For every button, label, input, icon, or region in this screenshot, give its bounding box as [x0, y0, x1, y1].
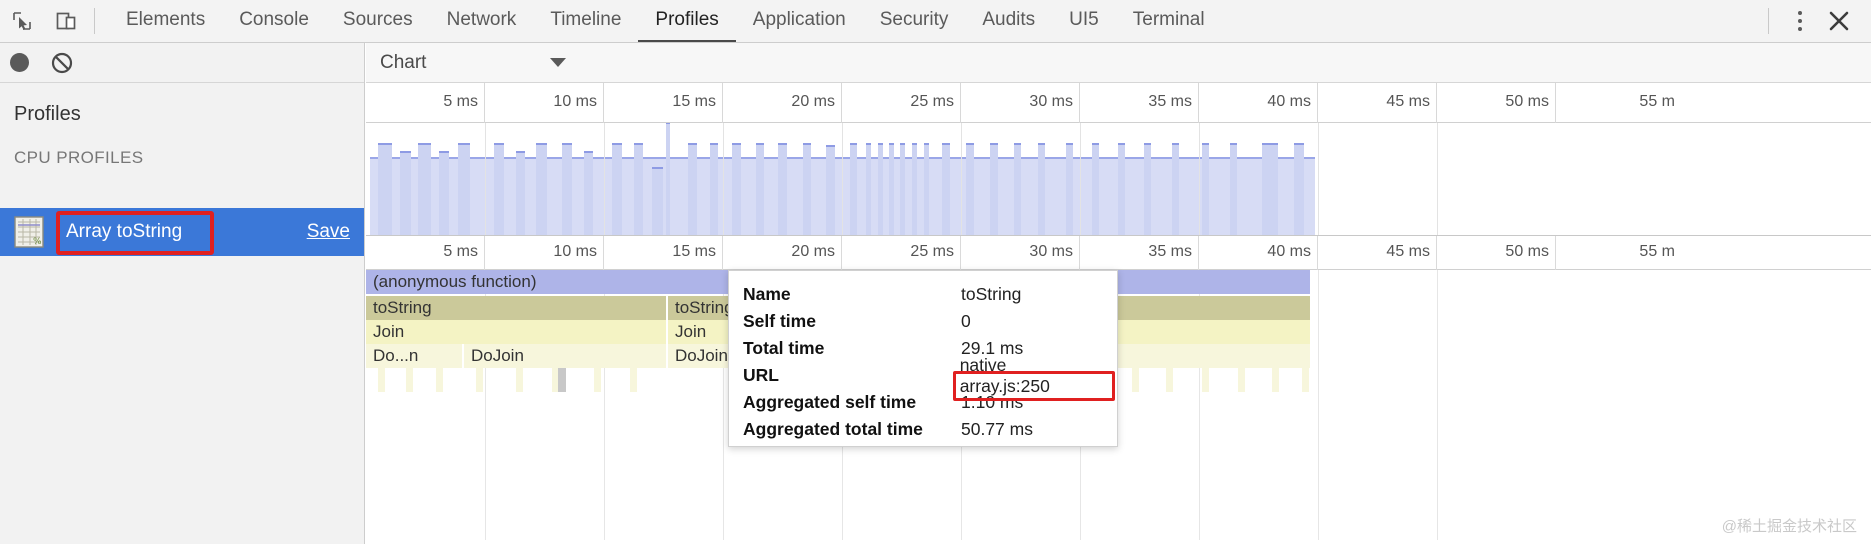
- panel-tabs: Elements Console Sources Network Timelin…: [109, 0, 1222, 42]
- profile-view-toolbar: Chart: [366, 43, 1871, 83]
- flame-tick-label: 25 ms: [910, 243, 954, 260]
- toolbar-right-actions: [1762, 0, 1871, 42]
- flame-tick-label: 40 ms: [1267, 243, 1311, 260]
- toolbar-divider: [94, 8, 95, 34]
- save-profile-link[interactable]: Save: [306, 221, 350, 242]
- devtools-toolbar: Elements Console Sources Network Timelin…: [0, 0, 1871, 43]
- overview-tick-label: 15 ms: [672, 93, 716, 110]
- tooltip-key-aggregated-total-time: Aggregated total time: [743, 419, 923, 439]
- chevron-down-icon: [550, 58, 566, 67]
- more-vertical-icon[interactable]: [1783, 11, 1817, 31]
- tooltip-row: URL native array.js:250: [729, 355, 1117, 396]
- tooltip-row: Aggregated self time 1.10 ms: [729, 389, 1117, 416]
- view-mode-value: Chart: [380, 51, 427, 73]
- overview-tick-label: 25 ms: [910, 93, 954, 110]
- flame-frame-tostring-1[interactable]: toString: [366, 296, 666, 320]
- tab-profiles[interactable]: Profiles: [638, 0, 736, 42]
- toolbar-divider-right: [1768, 8, 1769, 34]
- tab-sources[interactable]: Sources: [342, 9, 413, 30]
- overview-tick-label: 20 ms: [791, 93, 835, 110]
- svg-text:%: %: [33, 237, 42, 247]
- tooltip-value-self-time: 0: [961, 311, 971, 331]
- flame-tick-label: 15 ms: [672, 243, 716, 260]
- flame-tick-label: 5 ms: [443, 243, 478, 260]
- tooltip-key-url: URL: [743, 365, 779, 385]
- close-icon[interactable]: [1817, 0, 1861, 42]
- tooltip-key-self-time: Self time: [743, 311, 816, 331]
- profile-view: Chart 5 ms 10 ms 15 ms 20 ms 25 ms 30 ms…: [366, 43, 1871, 544]
- tab-elements[interactable]: Elements: [126, 9, 206, 30]
- flame-tick-label: 30 ms: [1029, 243, 1073, 260]
- tooltip-row: Aggregated total time 50.77 ms: [729, 416, 1117, 443]
- tab-security[interactable]: Security: [879, 9, 949, 30]
- tab-terminal[interactable]: Terminal: [1132, 9, 1205, 30]
- overview-tick-label: 50 ms: [1505, 93, 1549, 110]
- tab-timeline[interactable]: Timeline: [550, 9, 622, 30]
- sidebar-toolbar: [0, 43, 364, 83]
- tab-ui5[interactable]: UI5: [1069, 9, 1099, 30]
- flame-frame-join-1[interactable]: Join: [366, 320, 666, 344]
- cpu-overview-chart[interactable]: [366, 123, 1871, 236]
- list-item-profile[interactable]: % Array toString Save: [0, 208, 364, 256]
- watermark: @稀土掘金技术社区: [1721, 518, 1857, 535]
- tooltip-value-aggregated-self-time: 1.10 ms: [961, 392, 1024, 412]
- overview-tick-label: 5 ms: [443, 93, 478, 110]
- tooltip-value-aggregated-total-time: 50.77 ms: [961, 419, 1033, 439]
- cpu-profile-document-icon: %: [14, 216, 44, 248]
- tooltip-key-total-time: Total time: [743, 338, 825, 358]
- overview-time-ruler: 5 ms 10 ms 15 ms 20 ms 25 ms 30 ms 35 ms…: [366, 83, 1871, 123]
- flame-tick-label: 45 ms: [1386, 243, 1430, 260]
- frame-details-tooltip: Name toString Self time 0 Total time 29.…: [728, 270, 1118, 447]
- tooltip-value-name: toString: [961, 284, 1022, 304]
- clear-no-entry-icon[interactable]: [51, 52, 73, 74]
- flame-time-ruler: 5 ms 10 ms 15 ms 20 ms 25 ms 30 ms 35 ms…: [366, 236, 1871, 270]
- overview-tick-label: 10 ms: [553, 93, 597, 110]
- inspect-cursor-icon[interactable]: [0, 0, 44, 42]
- device-toolbar-icon[interactable]: [44, 0, 88, 42]
- tooltip-value-url: native array.js:250: [959, 354, 1050, 396]
- tooltip-row: Total time 29.1 ms: [729, 335, 1117, 362]
- overview-tick-label: 45 ms: [1386, 93, 1430, 110]
- sidebar-section-cpu-profiles: CPU PROFILES: [14, 148, 144, 167]
- overview-tick-label: 40 ms: [1267, 93, 1311, 110]
- tooltip-key-name: Name: [743, 284, 791, 304]
- tooltip-key-aggregated-self-time: Aggregated self time: [743, 392, 917, 412]
- flame-tick-label: 10 ms: [553, 243, 597, 260]
- flame-tick-label: 20 ms: [791, 243, 835, 260]
- tab-application[interactable]: Application: [752, 9, 846, 30]
- overview-tick-label: 35 ms: [1148, 93, 1192, 110]
- overview-tick-label: 55 m: [1639, 93, 1675, 110]
- tab-console[interactable]: Console: [239, 9, 309, 30]
- tooltip-row: Name toString: [729, 281, 1117, 308]
- record-circle-icon[interactable]: [10, 53, 29, 72]
- overview-tick-label: 30 ms: [1029, 93, 1073, 110]
- tab-audits[interactable]: Audits: [982, 9, 1036, 30]
- view-mode-select[interactable]: Chart: [380, 52, 580, 74]
- tooltip-value-total-time: 29.1 ms: [961, 338, 1024, 358]
- flame-tick-label: 50 ms: [1505, 243, 1549, 260]
- flame-tick-label: 55 m: [1639, 243, 1675, 260]
- profiles-sidebar: Profiles CPU PROFILES % Array toString S…: [0, 43, 365, 544]
- profile-name-label: Array toString: [66, 221, 183, 242]
- tab-network[interactable]: Network: [446, 9, 517, 30]
- flame-frame-dojoin-1[interactable]: DoJoin: [464, 344, 666, 368]
- tooltip-row: Self time 0: [729, 308, 1117, 335]
- page-title: Profiles: [14, 103, 81, 125]
- flame-frame-dojoin-short[interactable]: Do...n: [366, 344, 462, 368]
- flame-chart[interactable]: (anonymous function) toString Join Do...…: [366, 270, 1871, 540]
- flame-tick-label: 35 ms: [1148, 243, 1192, 260]
